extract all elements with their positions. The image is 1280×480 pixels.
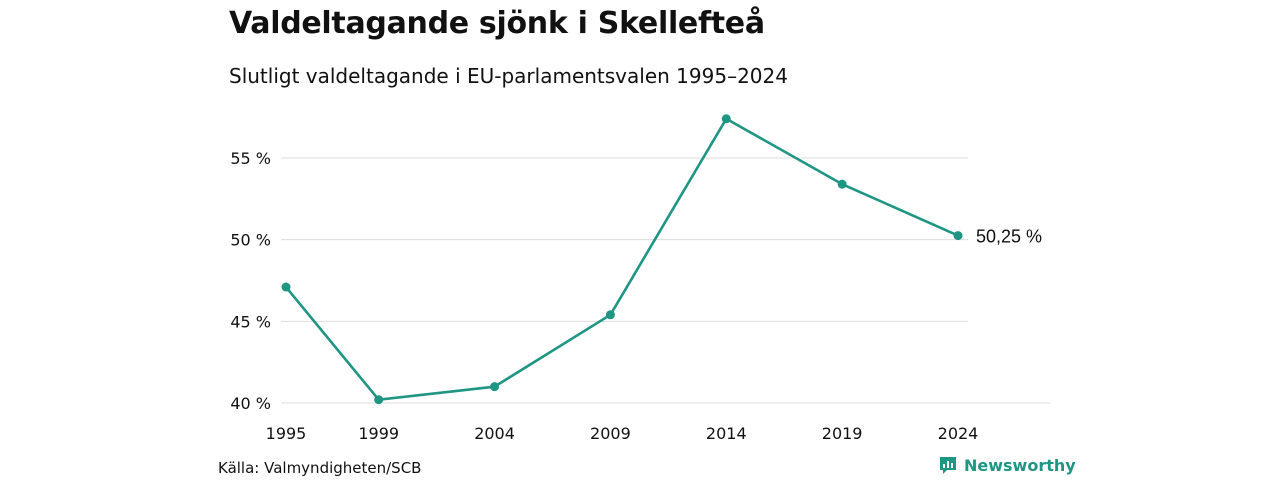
data-point [605,310,615,320]
x-axis-tick-labels: 1995 1999 2004 2009 2014 2019 2024 [266,424,979,443]
data-point [837,179,847,189]
x-tick-label: 2004 [474,424,515,443]
series-line [284,117,960,402]
chart-title: Valdeltagande sjönk i Skellefteå [229,6,765,41]
chart-subtitle: Slutligt valdeltagande i EU-parlamentsva… [229,64,788,88]
brand-name: Newsworthy [964,455,1076,475]
data-point [490,382,500,392]
series-layer: 50,25 % [281,114,1042,405]
brand-logo: Newsworthy [938,455,1076,475]
y-axis-tick-labels: 40 % 45 % 50 % 55 % [230,149,271,413]
source-note: Källa: Valmyndigheten/SCB [218,459,422,477]
data-point [721,114,731,124]
y-tick-label: 50 % [230,231,271,250]
x-tick-label: 2019 [822,424,863,443]
x-tick-label: 2009 [590,424,631,443]
y-tick-label: 40 % [230,394,271,413]
y-tick-label: 55 % [230,149,271,168]
x-tick-label: 1995 [266,424,307,443]
x-tick-label: 2014 [706,424,747,443]
newsworthy-icon [940,457,956,474]
x-tick-label: 1999 [358,424,399,443]
data-point [374,395,384,405]
end-value-label: 50,25 % [976,227,1042,247]
y-tick-label: 45 % [230,312,271,331]
data-point [281,282,291,292]
data-point [953,231,963,241]
gridlines [281,157,1050,404]
x-tick-label: 2024 [938,424,979,443]
